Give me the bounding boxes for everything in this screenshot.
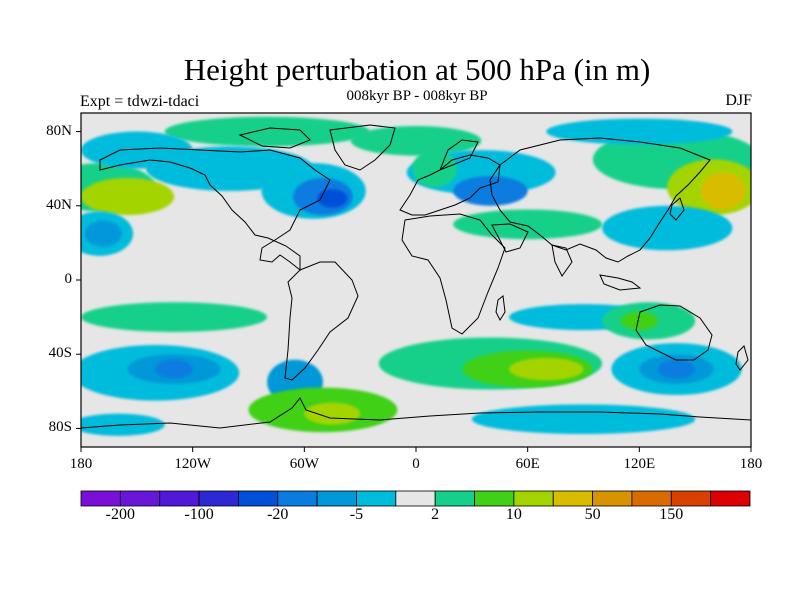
colorbar-box-16 xyxy=(710,490,751,507)
lat-label-4: 80S xyxy=(48,419,72,436)
colorbar-box-6 xyxy=(316,490,357,507)
colorbar-label-3: -5 xyxy=(349,506,364,523)
colorbar-box-0 xyxy=(80,490,121,507)
colorbar-box-8 xyxy=(395,490,436,507)
colorbar-box-7 xyxy=(356,490,397,507)
field-region-26 xyxy=(304,402,361,425)
field-region-4 xyxy=(317,189,348,208)
colorbar xyxy=(80,490,751,507)
coastline-asia xyxy=(489,137,711,263)
colorbar-box-3 xyxy=(198,490,239,507)
field-region-32 xyxy=(620,311,658,331)
lon-label-2: 60W xyxy=(289,456,319,472)
colorbar-box-1 xyxy=(119,490,161,507)
coastline-south-america xyxy=(284,261,359,381)
colorbar-box-4 xyxy=(238,490,279,507)
coastline-africa xyxy=(401,213,506,335)
coastline-madagascar xyxy=(495,295,506,322)
field-region-0 xyxy=(164,116,370,147)
lat-label-3: 40S xyxy=(48,345,72,362)
experiment-label: Expt = tdwzi-tdaci xyxy=(80,93,200,110)
coastline-layer xyxy=(81,124,751,429)
lon-label-0: 180 xyxy=(69,456,93,472)
colorbar-box-5 xyxy=(277,490,318,507)
height-field-layer xyxy=(81,116,751,436)
colorbar-box-12 xyxy=(552,490,593,507)
field-region-8 xyxy=(84,220,122,247)
colorbar-box-15 xyxy=(670,490,712,507)
field-region-17 xyxy=(700,172,746,210)
field-region-35 xyxy=(657,359,696,379)
field-region-10 xyxy=(350,125,482,156)
lon-label-3: 0 xyxy=(412,456,420,472)
colorbar-box-10 xyxy=(474,490,515,507)
field-region-13 xyxy=(453,209,603,240)
field-region-23 xyxy=(155,359,193,379)
lon-label-6: 180 xyxy=(739,456,763,472)
coastline-arabia xyxy=(491,223,529,253)
coastline-indonesia xyxy=(599,274,642,291)
lon-label-4: 60E xyxy=(515,456,540,472)
field-region-6 xyxy=(81,177,175,216)
field-region-12 xyxy=(453,176,528,206)
lon-label-5: 120E xyxy=(623,456,656,472)
coastline-japan xyxy=(669,197,685,221)
axis-ticks xyxy=(76,131,752,452)
lon-label-1: 120W xyxy=(174,456,211,472)
colorbar-label-0: -200 xyxy=(105,506,135,523)
field-region-19 xyxy=(546,118,733,145)
colorbar-label-4: 2 xyxy=(431,506,440,523)
coastline-greenland xyxy=(329,124,396,171)
coastline-australia xyxy=(635,304,713,361)
coastline-new-zealand xyxy=(735,345,749,371)
colorbar-box-2 xyxy=(159,490,200,507)
coastline-antarctica xyxy=(81,397,751,429)
coastline-north-america xyxy=(99,147,331,272)
colorbar-box-14 xyxy=(631,490,672,507)
colorbar-label-6: 50 xyxy=(584,506,601,523)
colorbar-box-9 xyxy=(434,490,475,507)
lat-label-2: 0 xyxy=(64,271,73,287)
season-label: DJF xyxy=(725,92,752,109)
lat-label-1: 40N xyxy=(46,196,72,213)
map-title: Height perturbation at 500 hPa (in m) xyxy=(183,52,651,87)
field-region-36 xyxy=(471,404,696,435)
lat-label-0: 80N xyxy=(46,122,72,139)
colorbar-label-2: -20 xyxy=(267,506,289,523)
field-region-14 xyxy=(412,150,457,188)
field-region-20 xyxy=(81,302,268,332)
coastline-arctic-islands xyxy=(238,127,311,149)
field-region-9 xyxy=(81,131,193,169)
colorbar-box-11 xyxy=(513,490,554,507)
coastline-india xyxy=(551,244,573,277)
field-region-18 xyxy=(602,205,733,251)
coastline-scandinavia xyxy=(439,139,479,171)
colorbar-label-5: 10 xyxy=(505,506,522,523)
colorbar-box-13 xyxy=(592,490,633,507)
colorbar-label-1: -100 xyxy=(184,506,214,523)
field-region-29 xyxy=(509,357,584,381)
colorbar-label-7: 150 xyxy=(659,506,684,523)
map-subtitle: 008kyr BP - 008kyr BP xyxy=(346,88,488,104)
